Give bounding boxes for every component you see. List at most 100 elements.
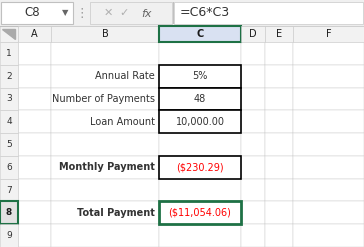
Bar — [0, 156, 18, 179]
Bar — [159, 156, 241, 179]
Bar — [18, 133, 51, 156]
Text: 1: 1 — [6, 49, 12, 58]
Bar — [159, 42, 241, 65]
Bar — [18, 179, 51, 202]
Bar — [159, 202, 241, 224]
Bar — [293, 202, 364, 224]
Bar — [51, 42, 159, 65]
Bar — [18, 65, 51, 87]
Bar — [159, 133, 241, 156]
Text: A: A — [31, 29, 38, 39]
Bar — [159, 156, 241, 179]
Bar — [174, 2, 363, 24]
Text: 10,000.00: 10,000.00 — [175, 117, 225, 127]
Bar — [0, 133, 18, 156]
Bar — [0, 110, 18, 133]
Bar — [0, 42, 18, 65]
Bar — [265, 224, 293, 247]
Bar — [241, 224, 265, 247]
Bar — [241, 42, 265, 65]
Bar — [241, 87, 265, 110]
Bar — [18, 224, 51, 247]
Bar — [18, 202, 51, 224]
Bar — [51, 156, 159, 179]
Text: 2: 2 — [6, 72, 12, 81]
Bar — [293, 42, 364, 65]
Bar — [293, 179, 364, 202]
Text: 48: 48 — [194, 94, 206, 104]
Bar — [159, 110, 241, 133]
Bar — [293, 156, 364, 179]
Bar — [51, 65, 159, 87]
Bar — [0, 202, 18, 224]
Bar — [241, 202, 265, 224]
Bar — [265, 110, 293, 133]
Text: E: E — [276, 29, 282, 39]
Bar — [293, 65, 364, 87]
Text: B: B — [102, 29, 108, 39]
Text: Number of Payments: Number of Payments — [52, 94, 155, 104]
Text: C8: C8 — [24, 6, 40, 20]
Bar — [18, 42, 51, 65]
Text: 8: 8 — [6, 208, 12, 217]
Bar — [159, 110, 241, 133]
Bar — [51, 224, 159, 247]
Bar — [265, 42, 293, 65]
Text: Annual Rate: Annual Rate — [95, 71, 155, 81]
Bar — [18, 110, 51, 133]
Bar — [51, 133, 159, 156]
Bar — [0, 224, 18, 247]
Bar — [90, 2, 172, 24]
Bar — [265, 179, 293, 202]
Text: D: D — [249, 29, 257, 39]
Bar — [51, 202, 159, 224]
Text: 7: 7 — [6, 185, 12, 195]
Bar — [159, 179, 241, 202]
Text: Total Payment: Total Payment — [77, 208, 155, 218]
Bar — [241, 133, 265, 156]
Text: 3: 3 — [6, 94, 12, 103]
Text: Loan Amount: Loan Amount — [90, 117, 155, 127]
Bar — [293, 110, 364, 133]
Bar — [159, 26, 241, 42]
Bar — [159, 87, 241, 110]
Bar — [51, 26, 159, 42]
Bar — [51, 179, 159, 202]
Bar — [265, 133, 293, 156]
Text: 5%: 5% — [192, 71, 208, 81]
Bar — [241, 110, 265, 133]
Bar — [0, 26, 364, 247]
Text: 4: 4 — [6, 117, 12, 126]
Bar — [265, 26, 293, 42]
Bar — [265, 202, 293, 224]
Text: =C6*C3: =C6*C3 — [180, 6, 230, 20]
Bar — [159, 65, 241, 87]
Bar — [51, 110, 159, 133]
Bar — [159, 224, 241, 247]
Text: fx: fx — [141, 9, 151, 19]
Bar — [241, 179, 265, 202]
Bar — [18, 26, 51, 42]
Bar — [241, 65, 265, 87]
Bar — [18, 87, 51, 110]
Bar — [293, 133, 364, 156]
Bar — [241, 156, 265, 179]
Bar — [0, 0, 364, 26]
Bar — [18, 156, 51, 179]
Text: Monthly Payment: Monthly Payment — [59, 162, 155, 172]
Text: C: C — [196, 29, 203, 39]
Bar — [0, 65, 18, 87]
Bar — [293, 87, 364, 110]
Text: 6: 6 — [6, 163, 12, 172]
Text: ⋮: ⋮ — [76, 6, 88, 20]
Bar — [293, 26, 364, 42]
Bar — [173, 2, 174, 24]
Bar — [159, 87, 241, 110]
Text: F: F — [326, 29, 331, 39]
Text: 9: 9 — [6, 231, 12, 240]
Bar — [159, 65, 241, 87]
Text: 5: 5 — [6, 140, 12, 149]
Bar — [241, 26, 265, 42]
Bar — [0, 26, 18, 42]
Bar — [0, 87, 18, 110]
